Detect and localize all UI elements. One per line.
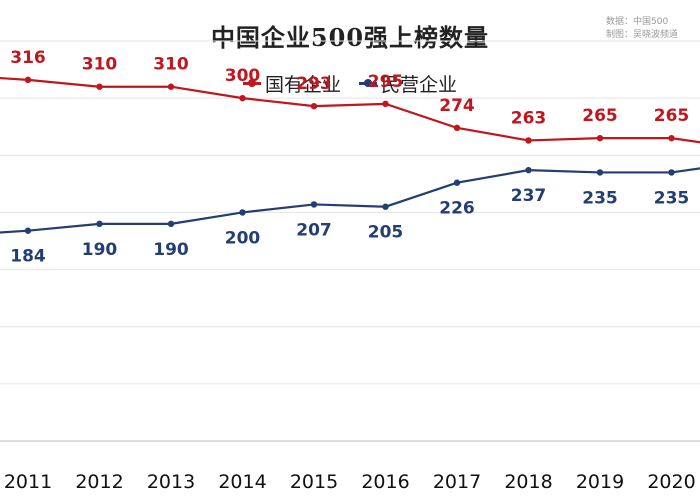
data-label: 207: [296, 220, 332, 240]
legend-swatch-state: [242, 79, 261, 87]
x-tick-label: 2018: [504, 471, 552, 493]
data-point: [167, 83, 175, 90]
x-tick-label: 2014: [218, 471, 266, 493]
legend-item-state: 国有企业: [242, 70, 341, 97]
data-label: 235: [582, 188, 618, 208]
data-point: [239, 209, 246, 216]
data-point: [24, 227, 32, 234]
data-label: 310: [153, 55, 189, 75]
x-tick-label: 2011: [4, 471, 52, 493]
data-label: 265: [582, 106, 618, 126]
data-point: [24, 76, 32, 84]
data-point: [310, 102, 318, 110]
data-point: [525, 137, 532, 144]
x-tick-label: 2015: [290, 471, 338, 493]
x-tick-label: 2019: [576, 471, 624, 493]
source-line-author: 制图：吴晓波频道: [606, 30, 679, 40]
series-line-private: [0, 167, 700, 234]
data-point: [167, 220, 175, 228]
data-label: 200: [225, 228, 261, 248]
data-point: [453, 179, 461, 186]
legend-item-private: 民营企业: [359, 70, 457, 97]
data-label: 184: [10, 247, 46, 267]
data-point: [310, 201, 318, 208]
data-point: [453, 124, 461, 132]
data-label: 237: [511, 186, 547, 206]
data-label: 263: [511, 108, 547, 128]
data-label: 295: [368, 72, 404, 92]
x-tick-label: 2020: [647, 471, 695, 493]
data-label: 293: [296, 74, 332, 94]
data-label: 300: [225, 66, 261, 86]
source-line-data: 数据：中国500: [606, 17, 669, 27]
x-tick-label: 2016: [361, 471, 409, 493]
data-point: [96, 83, 103, 90]
legend-swatch-private: [359, 79, 377, 87]
data-point: [525, 166, 532, 174]
legend-label-private: 民营企业: [381, 74, 458, 96]
data-label: 265: [654, 106, 690, 126]
data-label: 310: [82, 55, 118, 75]
legend: 国有企业 民营企业: [0, 70, 700, 97]
data-point: [382, 100, 389, 108]
series-line-state: [0, 76, 700, 144]
data-point: [96, 220, 103, 228]
chart-title: 中国企业500强上榜数量: [210, 23, 490, 52]
data-label: 190: [82, 240, 118, 260]
legend-label-state: 国有企业: [264, 74, 341, 96]
x-tick-label: 2017: [433, 471, 481, 493]
data-label: 205: [368, 223, 404, 243]
data-label: 190: [153, 240, 189, 260]
data-point: [382, 203, 389, 210]
data-label: 316: [10, 48, 46, 68]
data-point: [668, 134, 675, 142]
data-label: 274: [439, 96, 475, 116]
data-point: [596, 134, 604, 142]
source-note: 数据：中国500 制图：吴晓波频道: [606, 16, 696, 42]
data-label: 226: [439, 199, 475, 219]
x-tick-label: 2013: [147, 471, 195, 493]
data-point: [596, 169, 604, 176]
data-label: 235: [654, 188, 690, 208]
x-tick-label: 2012: [75, 471, 123, 493]
data-point: [668, 169, 675, 176]
data-point: [239, 94, 246, 102]
